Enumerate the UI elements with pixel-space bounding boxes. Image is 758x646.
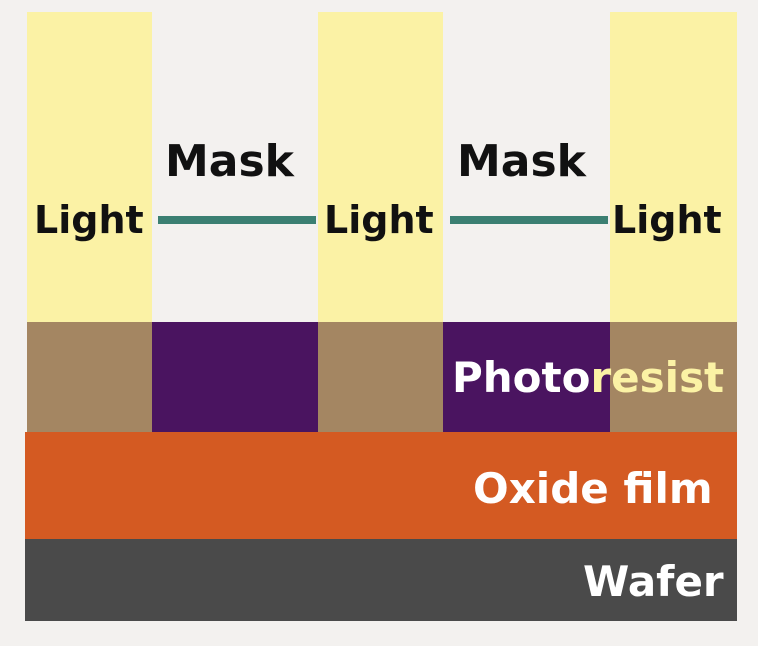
wafer-label: Wafer	[583, 557, 724, 606]
light-beam-left	[27, 12, 152, 322]
photoresist-masked-1	[152, 322, 318, 432]
photoresist-label-part2: resist	[590, 353, 725, 402]
light-beam-right	[610, 12, 737, 322]
photoresist-masked-2	[443, 322, 610, 432]
light-label-left: Light	[34, 198, 144, 242]
wafer-layer	[25, 539, 737, 621]
photoresist-exposed-3	[610, 322, 737, 432]
light-beam-middle	[318, 12, 443, 322]
mask-bar-right	[450, 216, 608, 224]
photoresist-label: Photoresist	[452, 357, 724, 399]
light-label-middle: Light	[324, 198, 434, 242]
mask-label-right: Mask	[457, 136, 586, 187]
oxide-film-layer	[25, 432, 737, 539]
mask-label-left: Mask	[165, 136, 294, 187]
photoresist-exposed-2	[318, 322, 443, 432]
mask-bar-left	[158, 216, 316, 224]
photoresist-exposed-1	[27, 322, 152, 432]
light-label-right: Light	[612, 198, 722, 242]
oxide-film-label: Oxide film	[473, 464, 713, 513]
photoresist-label-part1: Photo	[452, 353, 591, 402]
